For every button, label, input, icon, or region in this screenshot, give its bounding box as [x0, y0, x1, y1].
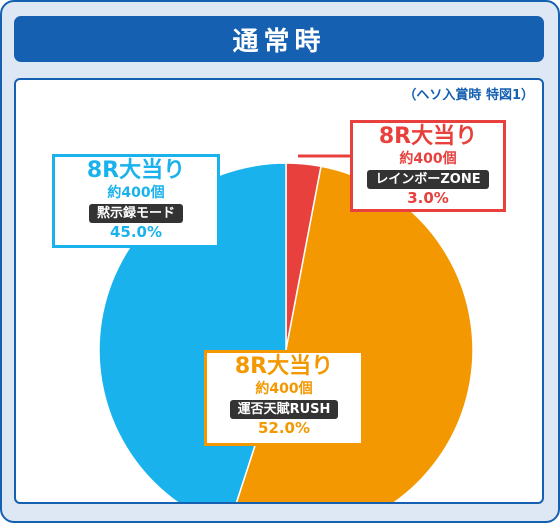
slice-prize: 約400個 [107, 185, 165, 201]
slice-title: 8R大当り [86, 158, 186, 183]
slice-label-rainbow-zone: 8R大当り 約400個 レインボーZONE 3.0% [350, 120, 506, 212]
slice-mode-name: レインボーZONE [367, 170, 489, 189]
slice-title: 8R大当り [234, 354, 334, 379]
chart-note: （ヘソ入賞時 特図1） [403, 88, 534, 103]
slice-label-unpu-tenpu-rush: 8R大当り 約400個 運否天賦RUSH 52.0% [204, 350, 364, 446]
slice-prize: 約400個 [399, 151, 457, 167]
slice-percent: 52.0% [257, 419, 311, 437]
slice-mode-name: 黙示録モード [88, 204, 183, 223]
chart-panel: （ヘソ入賞時 特図1） 8R大当り 約400個 レインボーZONE 3.0% 8… [14, 78, 544, 504]
slice-label-mokushiroku-mode: 8R大当り 約400個 黙示録モード 45.0% [52, 154, 220, 248]
header-banner: 通常時 [14, 16, 544, 62]
slice-percent: 3.0% [407, 189, 449, 207]
slice-prize: 約400個 [255, 381, 313, 397]
slice-percent: 45.0% [109, 223, 163, 241]
page-title: 通常時 [232, 26, 326, 57]
slice-mode-name: 運否天賦RUSH [229, 400, 339, 419]
slice-title: 8R大当り [378, 124, 478, 149]
